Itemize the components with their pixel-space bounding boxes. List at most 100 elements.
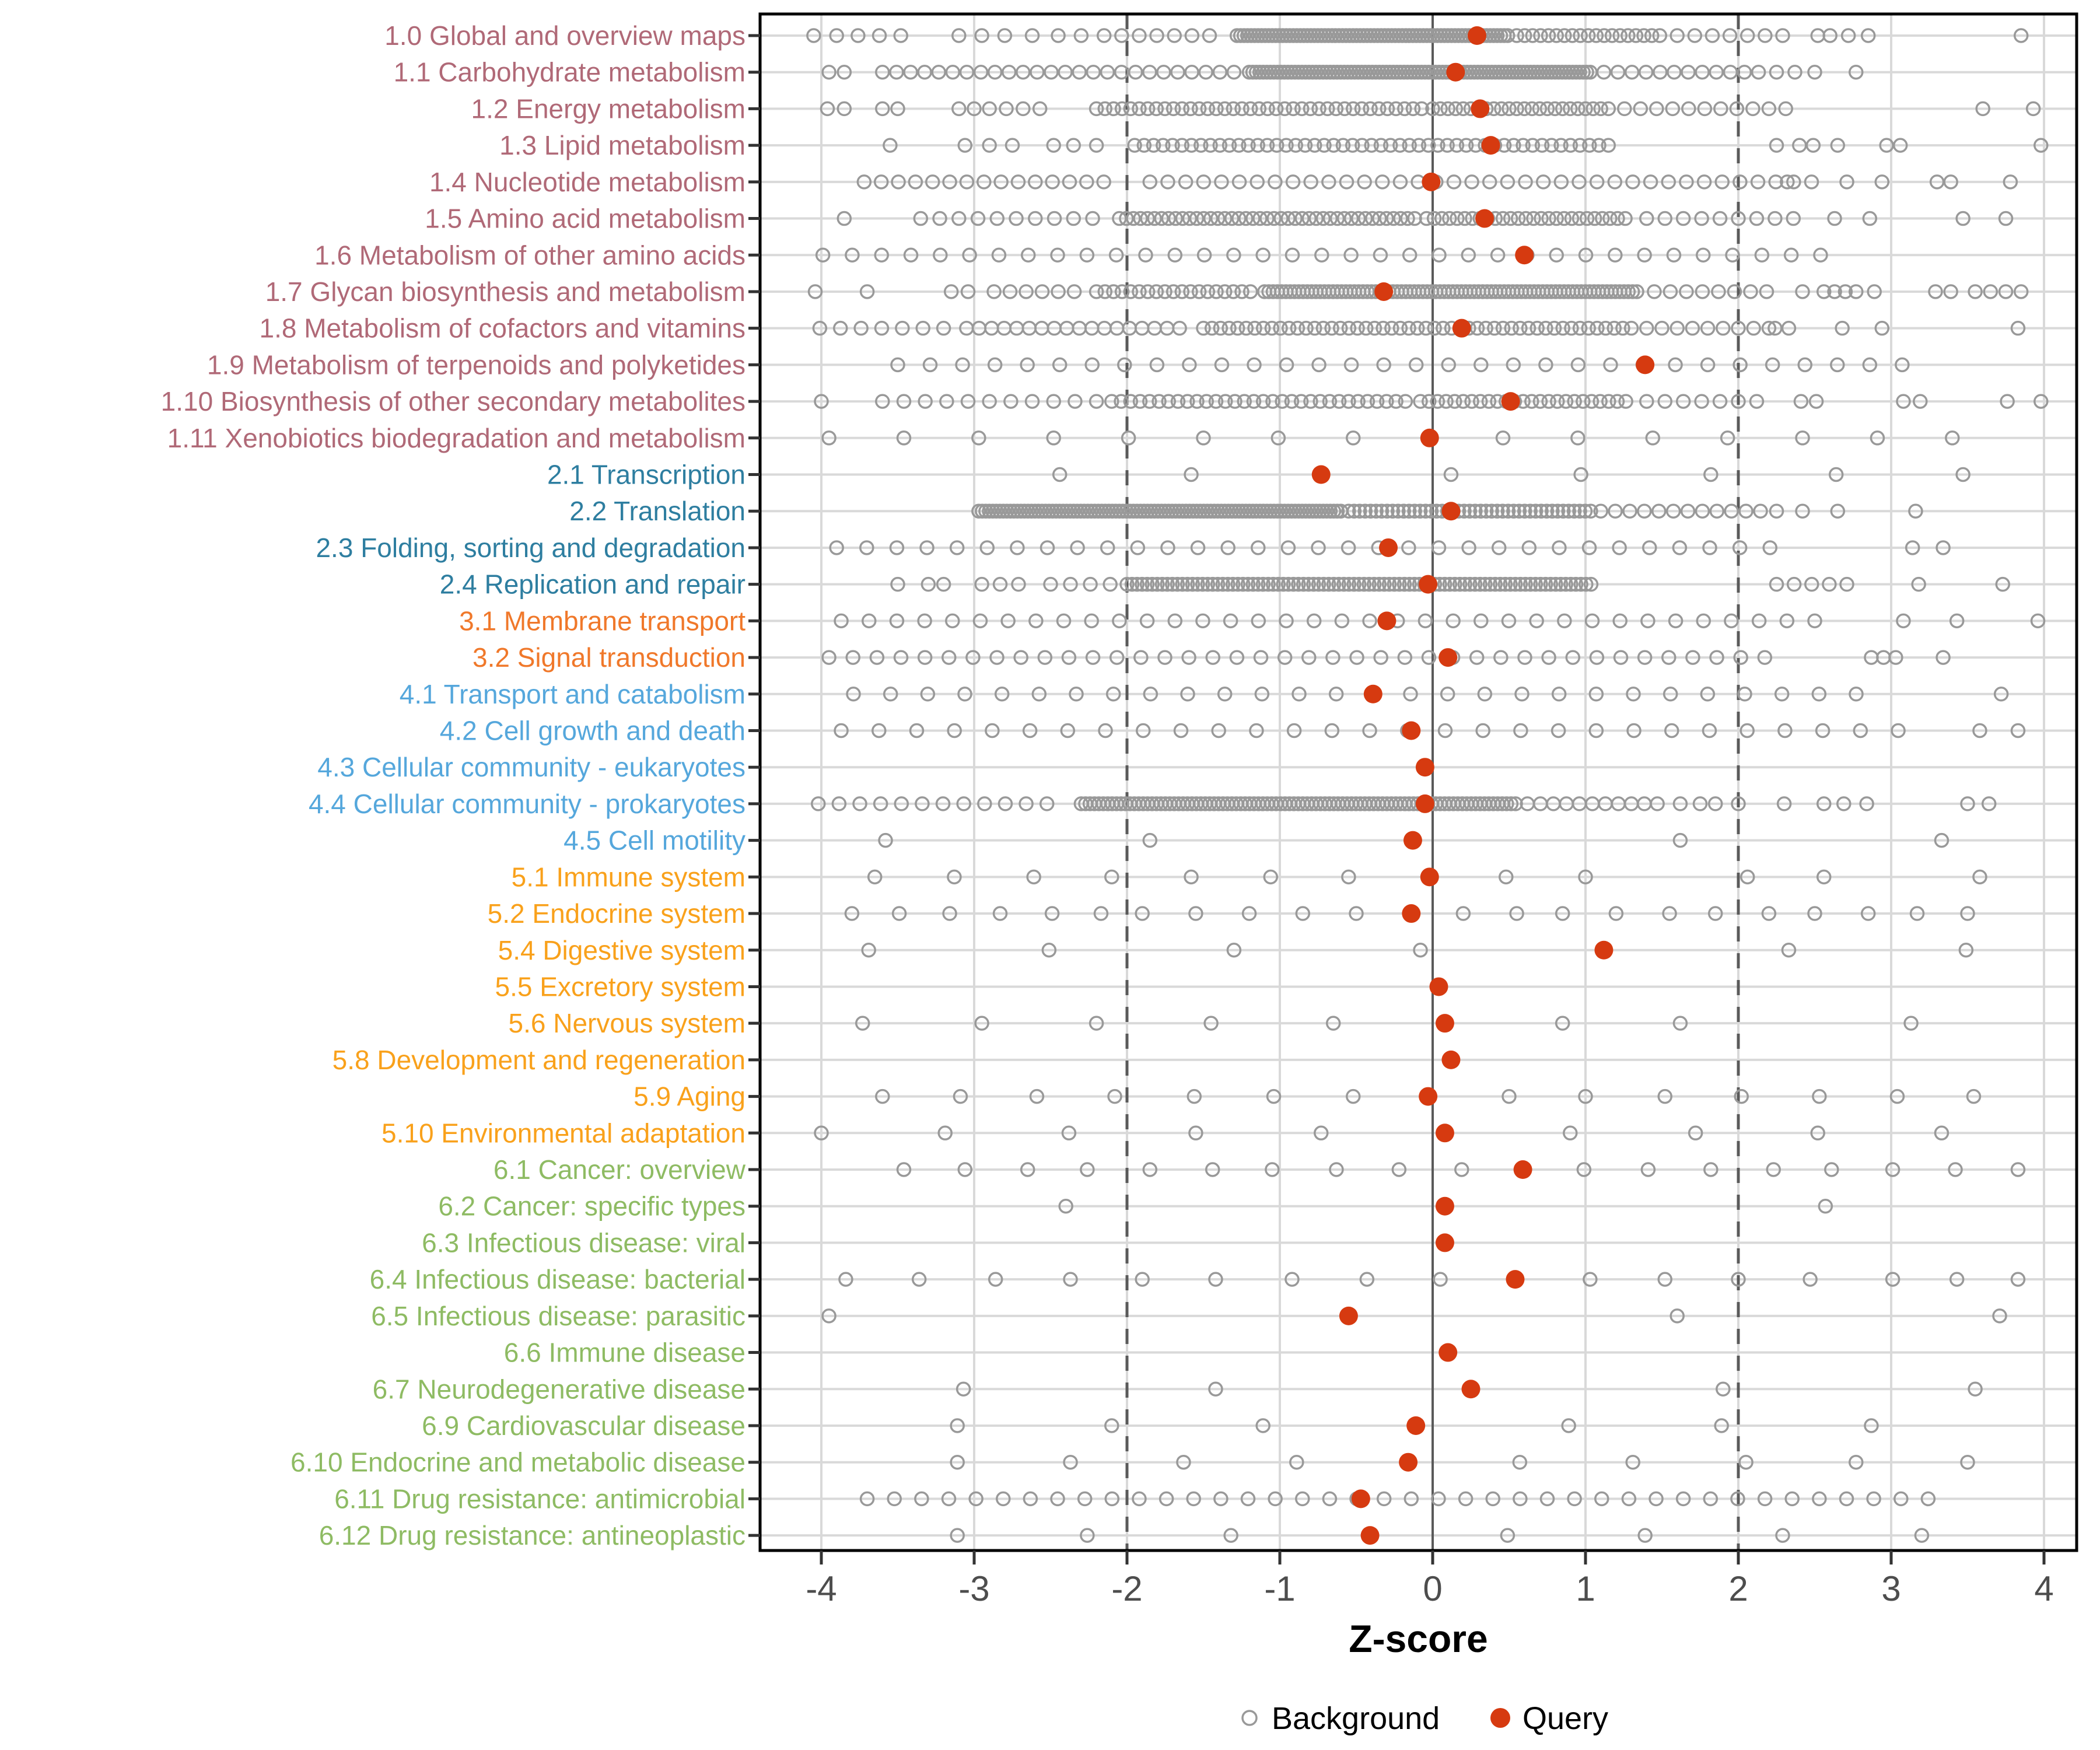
background-point bbox=[1088, 138, 1104, 153]
background-point bbox=[1573, 467, 1588, 482]
background-point bbox=[1547, 101, 1563, 117]
background-point bbox=[996, 1491, 1011, 1507]
background-point bbox=[1114, 64, 1129, 80]
background-point bbox=[1588, 687, 1604, 702]
background-point bbox=[1174, 101, 1190, 117]
background-point bbox=[821, 64, 836, 80]
background-point bbox=[1421, 394, 1437, 409]
background-point bbox=[1672, 796, 1688, 811]
background-point bbox=[1583, 503, 1598, 519]
background-point bbox=[1240, 1491, 1256, 1507]
background-point bbox=[1811, 687, 1827, 702]
background-point bbox=[1418, 503, 1433, 519]
background-point bbox=[1582, 138, 1597, 153]
background-point bbox=[1472, 576, 1488, 592]
background-point bbox=[1286, 723, 1302, 738]
background-point bbox=[1328, 687, 1344, 702]
background-point bbox=[1720, 430, 1735, 446]
background-point bbox=[1740, 723, 1755, 738]
background-point bbox=[1438, 394, 1454, 409]
row-label: 5.6 Nervous system bbox=[509, 1008, 746, 1038]
background-point bbox=[1343, 357, 1359, 373]
background-point bbox=[1568, 576, 1584, 592]
background-point bbox=[967, 101, 982, 117]
background-point bbox=[1044, 64, 1059, 80]
background-point bbox=[1376, 357, 1391, 373]
background-point bbox=[1909, 906, 1925, 921]
row-label: 1.5 Amino acid metabolism bbox=[425, 204, 746, 234]
background-point bbox=[1864, 1418, 1879, 1433]
background-point bbox=[1557, 613, 1572, 629]
background-point bbox=[1654, 320, 1670, 336]
background-point bbox=[1712, 211, 1728, 226]
background-point bbox=[1423, 503, 1439, 519]
background-point bbox=[856, 174, 872, 190]
background-point bbox=[1503, 576, 1518, 592]
background-point bbox=[1043, 576, 1058, 592]
background-point bbox=[1860, 906, 1876, 921]
row-label: 6.10 Endocrine and metabolic disease bbox=[290, 1447, 746, 1478]
background-point bbox=[959, 174, 975, 190]
background-point bbox=[1751, 613, 1767, 629]
background-point bbox=[1431, 1491, 1446, 1507]
background-point bbox=[1590, 320, 1605, 336]
background-point bbox=[1670, 1308, 1685, 1324]
background-point bbox=[1200, 284, 1216, 299]
background-point bbox=[1504, 320, 1519, 336]
panel-border bbox=[758, 12, 2078, 1552]
background-point bbox=[1740, 28, 1755, 43]
background-point bbox=[1495, 503, 1510, 519]
background-point bbox=[1703, 1491, 1718, 1507]
background-point bbox=[1538, 576, 1553, 592]
background-point bbox=[1462, 503, 1478, 519]
background-point bbox=[1827, 284, 1842, 299]
x-tick-label: 3 bbox=[1881, 1569, 1901, 1608]
background-point bbox=[1998, 211, 2014, 226]
background-point bbox=[1229, 650, 1245, 665]
background-point bbox=[1079, 247, 1095, 263]
background-point bbox=[1645, 430, 1661, 446]
background-point bbox=[1255, 576, 1271, 592]
background-point bbox=[1601, 394, 1616, 409]
background-point bbox=[1189, 211, 1205, 226]
background-point bbox=[1088, 101, 1104, 117]
background-point bbox=[1625, 284, 1640, 299]
background-point bbox=[1478, 576, 1493, 592]
background-point bbox=[1251, 101, 1267, 117]
background-point bbox=[1822, 576, 1837, 592]
background-point bbox=[1626, 723, 1642, 738]
background-point bbox=[1195, 576, 1210, 592]
background-point bbox=[1914, 1528, 1930, 1543]
background-point bbox=[1060, 723, 1076, 738]
background-point bbox=[1391, 503, 1406, 519]
background-point bbox=[1150, 576, 1165, 592]
background-point bbox=[1418, 613, 1433, 629]
background-point bbox=[1313, 1125, 1329, 1141]
background-point bbox=[1245, 576, 1261, 592]
background-point bbox=[1226, 284, 1241, 299]
background-point bbox=[1436, 320, 1451, 336]
background-point bbox=[903, 64, 918, 80]
background-point bbox=[1303, 394, 1318, 409]
background-point bbox=[1572, 211, 1587, 226]
background-point bbox=[1175, 576, 1190, 592]
background-point bbox=[1350, 394, 1366, 409]
background-point bbox=[1709, 503, 1725, 519]
background-point bbox=[1321, 576, 1336, 592]
background-point bbox=[947, 869, 962, 885]
background-point bbox=[1023, 1491, 1038, 1507]
background-point bbox=[1183, 284, 1198, 299]
background-point bbox=[1522, 576, 1538, 592]
background-point bbox=[1473, 503, 1489, 519]
background-point bbox=[1621, 1491, 1637, 1507]
background-point bbox=[1339, 174, 1354, 190]
background-point bbox=[1104, 1491, 1120, 1507]
background-point bbox=[1661, 650, 1676, 665]
background-point bbox=[1461, 247, 1476, 263]
background-point bbox=[1500, 1528, 1516, 1543]
background-point bbox=[1139, 613, 1155, 629]
background-point bbox=[814, 1125, 829, 1141]
background-point bbox=[1723, 64, 1738, 80]
background-point bbox=[1753, 503, 1768, 519]
background-point bbox=[1518, 576, 1533, 592]
